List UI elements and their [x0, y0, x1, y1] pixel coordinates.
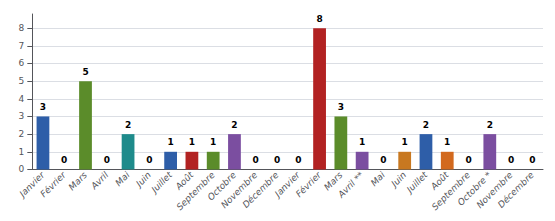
svg-text:Décembre: Décembre	[240, 169, 281, 210]
svg-text:0: 0	[274, 155, 280, 165]
svg-text:Mai: Mai	[369, 170, 388, 189]
svg-text:Septembre: Septembre	[429, 169, 473, 213]
svg-text:0: 0	[253, 155, 259, 165]
svg-text:Décembre: Décembre	[496, 170, 536, 210]
svg-text:8: 8	[316, 14, 322, 24]
svg-text:5: 5	[82, 67, 88, 77]
svg-text:0: 0	[295, 155, 301, 165]
svg-text:0: 0	[529, 155, 535, 165]
svg-text:8: 8	[19, 23, 25, 33]
svg-text:1: 1	[167, 137, 173, 147]
svg-text:2: 2	[487, 120, 493, 130]
svg-text:Juillet: Juillet	[403, 170, 429, 196]
svg-text:1: 1	[210, 137, 216, 147]
svg-text:2: 2	[19, 129, 25, 139]
svg-text:0: 0	[465, 155, 471, 165]
svg-text:Octobre *: Octobre *	[455, 169, 494, 208]
svg-text:Juin: Juin	[389, 169, 409, 189]
svg-text:Octobre: Octobre	[205, 169, 238, 203]
svg-text:0: 0	[380, 155, 386, 165]
svg-text:Avril: Avril	[88, 170, 110, 192]
svg-text:0: 0	[508, 155, 514, 165]
svg-text:Mai: Mai	[113, 170, 132, 189]
svg-text:3: 3	[338, 102, 344, 112]
svg-text:1: 1	[402, 137, 408, 147]
svg-text:Mars: Mars	[67, 170, 90, 193]
svg-text:0: 0	[104, 155, 110, 165]
svg-text:1: 1	[189, 137, 195, 147]
svg-text:1: 1	[359, 137, 365, 147]
svg-text:2: 2	[125, 120, 131, 130]
svg-text:Avril **: Avril **	[335, 170, 366, 201]
svg-text:5: 5	[19, 76, 25, 86]
svg-text:Juin: Juin	[134, 169, 153, 189]
svg-text:1: 1	[19, 147, 25, 157]
svg-text:0: 0	[146, 155, 152, 165]
svg-text:Septembre: Septembre	[174, 169, 217, 213]
svg-text:0: 0	[61, 155, 67, 165]
svg-text:Juillet: Juillet	[148, 170, 174, 196]
svg-text:3: 3	[19, 111, 25, 121]
svg-text:4: 4	[19, 94, 25, 104]
svg-text:Février: Février	[294, 169, 324, 199]
svg-text:7: 7	[19, 41, 25, 51]
svg-text:Janvier: Janvier	[272, 169, 302, 199]
svg-text:1: 1	[444, 137, 450, 147]
svg-text:6: 6	[19, 58, 25, 68]
svg-text:Novembre: Novembre	[474, 169, 515, 211]
svg-text:Mars: Mars	[322, 169, 345, 193]
svg-text:Août: Août	[173, 169, 196, 192]
svg-text:Novembre: Novembre	[219, 169, 260, 211]
svg-text:Août: Août	[428, 169, 451, 192]
svg-text:2: 2	[231, 120, 237, 130]
svg-text:3: 3	[40, 102, 46, 112]
svg-text:0: 0	[19, 164, 25, 174]
svg-text:2: 2	[423, 120, 429, 130]
svg-text:Février: Février	[38, 169, 68, 199]
svg-text:Janvier: Janvier	[17, 169, 47, 199]
